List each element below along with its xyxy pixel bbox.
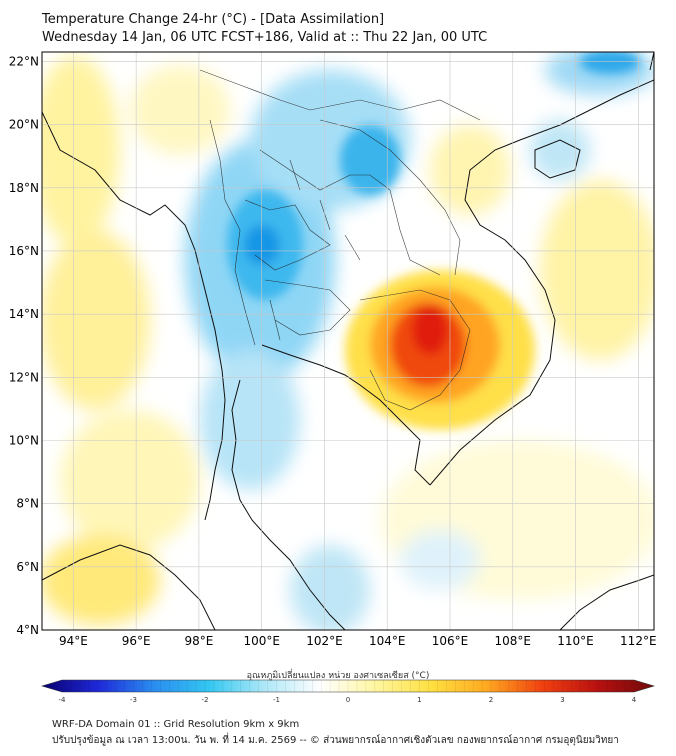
coastline-vietnam: [429, 139, 556, 486]
warm-region-west: [42, 55, 120, 245]
lat-tick-label: 10°N: [9, 433, 39, 447]
coastline-borneo: [559, 574, 654, 630]
admin-borders: [199, 69, 481, 411]
cool-region-peninsula: [200, 350, 300, 490]
lon-tick-label: 96°E: [122, 634, 151, 648]
chart-title: Temperature Change 24-hr (°C) - [Data As…: [42, 12, 385, 27]
chart-subtitle: Wednesday 14 Jan, 06 UTC FCST+186, Valid…: [42, 30, 488, 45]
colorbar-tick-label: -3: [130, 696, 137, 704]
colorbar-ticks: -4 -3 -2 -1 0 1 2 3 4: [59, 680, 637, 704]
graticule: [42, 52, 654, 630]
cool-region-malay: [290, 545, 370, 630]
colorbar-tick-label: 3: [560, 696, 564, 704]
coastline-taiwan-west: [649, 52, 654, 71]
footer-model-info: WRF-DA Domain 01 :: Grid Resolution 9km …: [52, 719, 300, 730]
lat-tick-label: 16°N: [9, 244, 39, 258]
lon-tick-label: 102°E: [306, 634, 343, 648]
coastline-gulf-thailand: [261, 344, 431, 486]
map-frame-border: [41, 51, 655, 631]
lat-tick-label: 14°N: [9, 307, 39, 321]
latitude-axis: 4°N 6°N 8°N 10°N 12°N 14°N 16°N 18°N 20°N 22°N: [9, 54, 39, 637]
province-lines-2: [264, 279, 351, 336]
border-myanmar-thailand: [209, 119, 256, 346]
warm-region-nw: [130, 65, 230, 155]
border-laos-vietnam: [319, 119, 461, 276]
lon-tick-label: 98°E: [184, 634, 213, 648]
lat-tick-label: 20°N: [9, 118, 39, 132]
lon-tick-label: 108°E: [495, 634, 532, 648]
coastline-hainan: [534, 139, 581, 179]
lat-tick-label: 8°N: [16, 497, 39, 511]
lon-tick-label: 104°E: [369, 634, 406, 648]
lon-tick-label: 112°E: [620, 634, 657, 648]
coastline-myanmar: [42, 111, 226, 521]
warm-region-southwest: [60, 410, 200, 550]
border-thailand-laos: [259, 149, 441, 276]
warm-core-peak: [412, 305, 448, 355]
province-lines-1: [244, 199, 331, 271]
warm-region-west-mid: [42, 230, 150, 410]
colorbar-tick-label: 4: [632, 696, 637, 704]
colorbar: -4 -3 -2 -1 0 1 2 3 4: [40, 679, 656, 704]
border-cambodia: [359, 289, 471, 411]
border-china: [199, 69, 481, 121]
cool-core-north: [340, 125, 400, 195]
longitude-axis: 94°E 96°E 98°E 100°E 102°E 104°E 106°E 108°E 110…: [59, 634, 657, 648]
lon-tick-label: 106°E: [432, 634, 469, 648]
colorbar-tick-label: -4: [59, 696, 67, 704]
cool-core-ne: [580, 52, 640, 74]
lat-tick-label: 22°N: [9, 54, 39, 68]
cool-core-peak: [244, 225, 280, 265]
warm-region-east: [540, 180, 654, 360]
footer-credits: ปรับปรุงข้อมูล ณ เวลา 13:00น. วัน พ. ที่…: [52, 735, 619, 746]
colorbar-tick-label: 1: [417, 696, 421, 704]
lon-tick-label: 110°E: [557, 634, 594, 648]
cool-region-hainan: [530, 120, 590, 180]
province-lines-3: [269, 159, 361, 341]
coastline-china-south: [519, 79, 654, 141]
lon-tick-label: 100°E: [243, 634, 280, 648]
warm-region-sw-corner: [42, 535, 160, 625]
lat-tick-label: 18°N: [9, 181, 39, 195]
coastlines: [42, 52, 654, 630]
colorbar-tick-label: 0: [346, 696, 350, 704]
colorbar-tick-label: -2: [202, 696, 209, 704]
coastline-peninsula: [231, 379, 346, 630]
colorbar-tick-label: -1: [273, 696, 280, 704]
coastline-sumatra: [42, 544, 216, 630]
cool-patch-south: [400, 530, 480, 590]
colorbar-gradient: [40, 679, 656, 693]
lat-tick-label: 12°N: [9, 370, 39, 384]
temperature-field: [42, 52, 654, 630]
lat-tick-label: 4°N: [16, 623, 39, 637]
colorbar-label: อุณหภูมิเปลี่ยนแปลง หน่วย องศาเซลเซียส (…: [246, 671, 430, 681]
lat-tick-label: 6°N: [16, 560, 39, 574]
colorbar-tick-label: 2: [489, 696, 493, 704]
lon-tick-label: 94°E: [59, 634, 88, 648]
